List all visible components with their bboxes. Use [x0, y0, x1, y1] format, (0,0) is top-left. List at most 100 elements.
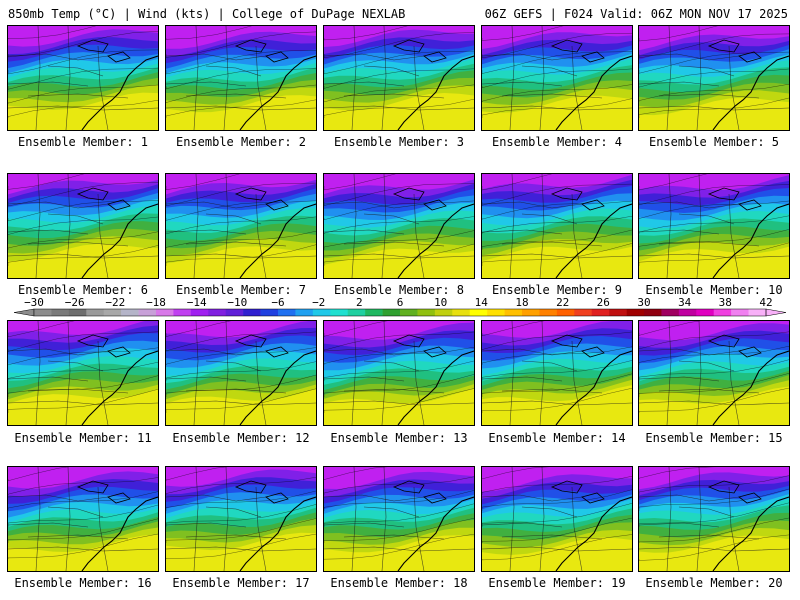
ensemble-member-caption: Ensemble Member: 15: [645, 431, 783, 445]
temperature-field-map: [8, 26, 158, 130]
ensemble-member-map: [481, 320, 633, 426]
colorbar-swatch: [452, 309, 471, 316]
colorbar-swatch: [574, 309, 593, 316]
ensemble-member-map: [7, 466, 159, 572]
ensemble-member-map: [323, 320, 475, 426]
ensemble-member-map: [638, 320, 790, 426]
ensemble-member-map: [481, 466, 633, 572]
ensemble-member-map: [7, 173, 159, 279]
temperature-field-map: [8, 467, 158, 571]
ensemble-member-map: [165, 173, 317, 279]
ensemble-member-caption: Ensemble Member: 17: [172, 576, 310, 590]
colorbar-swatch: [225, 309, 244, 316]
colorbar-swatch: [661, 309, 680, 316]
ensemble-member-caption: Ensemble Member: 18: [330, 576, 468, 590]
temperature-field-map: [324, 321, 474, 425]
ensemble-member-map: [638, 173, 790, 279]
colorbar-tick-label: 26: [596, 296, 610, 309]
colorbar-tick-label: −2: [312, 296, 326, 309]
ensemble-member-map: [7, 320, 159, 426]
ensemble-member-map: [481, 25, 633, 131]
ensemble-member-map: [165, 466, 317, 572]
temperature-field-map: [639, 174, 789, 278]
colorbar-swatch: [138, 309, 157, 316]
temperature-field-map: [482, 467, 632, 571]
colorbar-swatch: [330, 309, 349, 316]
colorbar-swatch: [51, 309, 70, 316]
temperature-field-map: [324, 26, 474, 130]
ensemble-member-caption: Ensemble Member: 2: [175, 135, 307, 149]
ensemble-member-caption: Ensemble Member: 9: [491, 283, 623, 297]
colorbar-swatch: [173, 309, 192, 316]
colorbar-tick-label: −6: [271, 296, 285, 309]
colorbar-swatch: [382, 309, 401, 316]
ensemble-member-map: [638, 466, 790, 572]
ensemble-member-caption: Ensemble Member: 14: [488, 431, 626, 445]
ensemble-member-caption: Ensemble Member: 4: [491, 135, 623, 149]
colorbar-tick-label: 10: [434, 296, 448, 309]
colorbar-swatch: [487, 309, 505, 316]
ensemble-member-map: [323, 25, 475, 131]
ensemble-member-map: [323, 466, 475, 572]
colorbar-tick-label: 42: [759, 296, 773, 309]
ensemble-member-map: [7, 25, 159, 131]
temperature-field-map: [482, 321, 632, 425]
colorbar-swatch: [696, 309, 715, 316]
temperature-field-map: [8, 174, 158, 278]
colorbar-swatch: [626, 309, 645, 316]
colorbar-tick-label: 6: [396, 296, 404, 309]
ensemble-member-map: [165, 25, 317, 131]
colorbar-swatch: [504, 309, 523, 316]
ensemble-member-caption: Ensemble Member: 20: [645, 576, 783, 590]
ensemble-member-map: [638, 25, 790, 131]
temperature-field-map: [639, 321, 789, 425]
ensemble-member-caption: Ensemble Member: 8: [333, 283, 465, 297]
temperature-field-map: [166, 174, 316, 278]
map-title: 850mb Temp (°C) | Wind (kts) | College o…: [8, 7, 406, 21]
colorbar-swatch: [644, 309, 662, 316]
colorbar-swatch: [417, 309, 436, 316]
temperature-field-map: [482, 26, 632, 130]
ensemble-member-caption: Ensemble Member: 3: [333, 135, 465, 149]
colorbar-swatch: [312, 309, 331, 316]
colorbar-tick-label: 22: [556, 296, 570, 309]
colorbar-swatch: [86, 309, 105, 316]
temperature-field-map: [324, 174, 474, 278]
temperature-field-map: [166, 26, 316, 130]
ensemble-member-caption: Ensemble Member: 13: [330, 431, 468, 445]
temperature-field-map: [166, 321, 316, 425]
colorbar-swatch: [469, 309, 488, 316]
colorbar-swatch: [609, 309, 627, 316]
colorbar-swatch: [678, 309, 697, 316]
colorbar-tick-label: 14: [474, 296, 488, 309]
colorbar-swatch: [731, 309, 749, 316]
ensemble-member-caption: Ensemble Member: 19: [488, 576, 626, 590]
ensemble-member-caption: Ensemble Member: 1: [17, 135, 149, 149]
colorbar-tick-label: 2: [355, 296, 363, 309]
colorbar-tick-label: 18: [515, 296, 529, 309]
colorbar-swatch: [539, 309, 558, 316]
model-valid-time: 06Z GEFS | F024 Valid: 06Z MON NOV 17 20…: [484, 7, 788, 21]
ensemble-member-caption: Ensemble Member: 10: [645, 283, 783, 297]
colorbar-tick-label: 30: [637, 296, 651, 309]
colorbar-swatch: [556, 309, 575, 316]
colorbar-tick-label: −26: [64, 296, 85, 309]
colorbar-tick-label: 34: [678, 296, 692, 309]
colorbar-swatch: [243, 309, 261, 316]
ensemble-member-caption: Ensemble Member: 16: [14, 576, 152, 590]
colorbar-swatch: [748, 309, 767, 316]
ensemble-member-caption: Ensemble Member: 12: [172, 431, 310, 445]
colorbar-swatch: [190, 309, 209, 316]
temperature-colorbar: [14, 308, 786, 317]
ensemble-member-caption: Ensemble Member: 6: [17, 283, 149, 297]
colorbar-swatch: [208, 309, 227, 316]
temperature-field-map: [166, 467, 316, 571]
colorbar-swatch: [156, 309, 174, 316]
colorbar-swatch: [400, 309, 418, 316]
ensemble-member-map: [323, 173, 475, 279]
colorbar-tick-label: −10: [227, 296, 248, 309]
colorbar-swatch: [34, 309, 52, 316]
ensemble-member-caption: Ensemble Member: 11: [14, 431, 152, 445]
colorbar-swatch: [365, 309, 383, 316]
colorbar-tick-label: −14: [186, 296, 207, 309]
